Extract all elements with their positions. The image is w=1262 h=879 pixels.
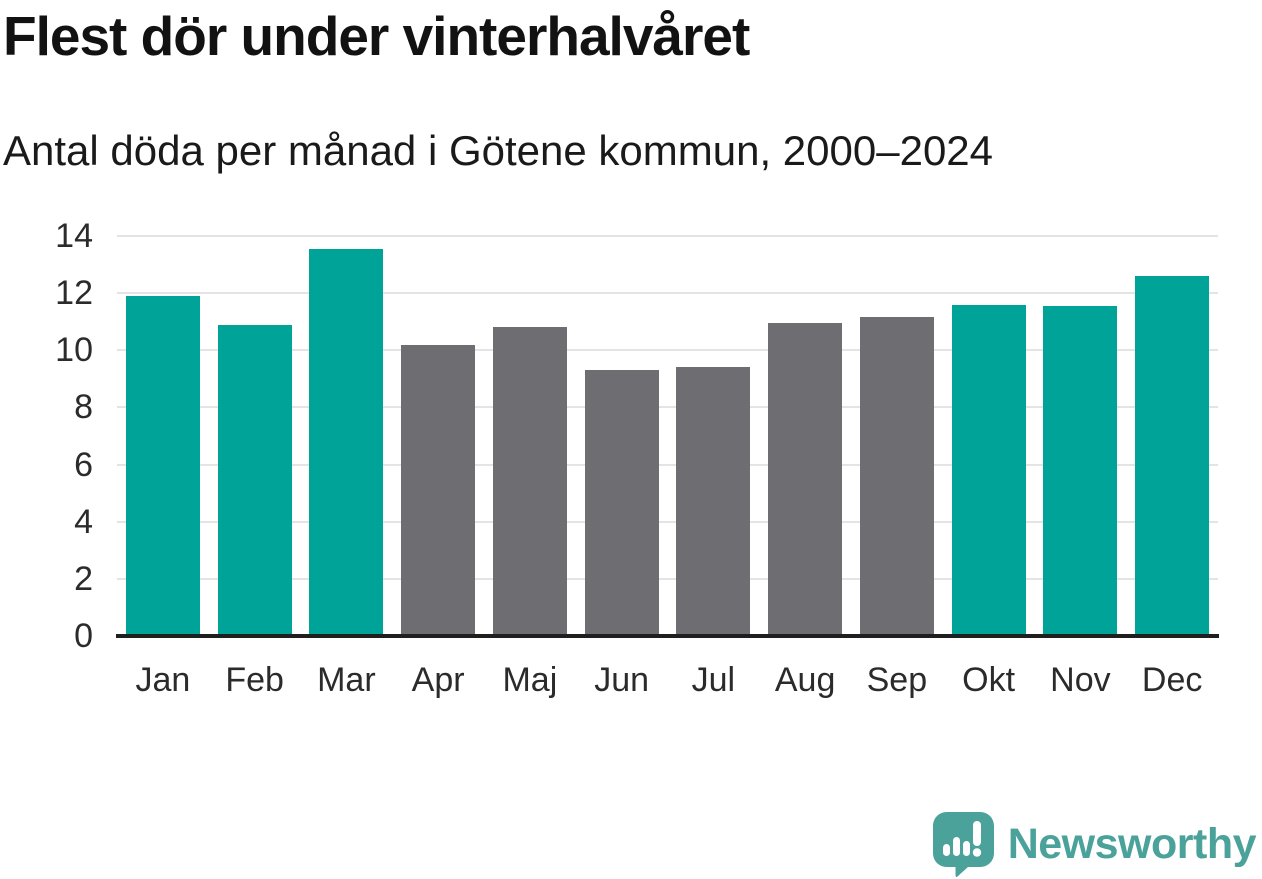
x-tick-label-feb: Feb	[225, 661, 284, 699]
x-tick-label-jul: Jul	[691, 661, 736, 699]
x-tick-label-mar: Mar	[317, 661, 376, 699]
gridline-12	[117, 292, 1218, 295]
gridline-8	[117, 406, 1218, 409]
x-tick-label-okt: Okt	[962, 661, 1016, 699]
bar-feb	[217, 324, 292, 636]
x-tick-label-jan: Jan	[135, 661, 191, 699]
x-tick-label-sep: Sep	[866, 661, 928, 699]
x-tick-label-apr: Apr	[411, 661, 465, 699]
chart-subtitle: Antal döda per månad i Götene kommun, 20…	[3, 127, 994, 174]
gridline-10	[117, 349, 1218, 352]
bar-sep	[859, 317, 934, 636]
y-tick-label-10: 10	[55, 331, 93, 370]
bar-jun	[584, 370, 659, 636]
bar-mar	[309, 248, 384, 636]
bar-aug	[768, 323, 843, 636]
bar-jan	[125, 296, 200, 636]
x-tick-label-jun: Jun	[594, 661, 650, 699]
gridline-2	[117, 577, 1218, 580]
y-tick-label-6: 6	[74, 445, 93, 484]
brand-name: Newsworthy	[1007, 819, 1257, 868]
bar-okt	[951, 304, 1026, 636]
gridline-6	[117, 463, 1218, 466]
newsworthy-logo-icon	[932, 812, 994, 877]
gridline-4	[117, 520, 1218, 523]
y-tick-label-8: 8	[74, 388, 93, 427]
chart-title: Flest dör under vinterhalvåret	[3, 5, 750, 67]
y-tick-label-2: 2	[74, 559, 93, 598]
x-axis-line	[116, 634, 1219, 638]
y-tick-label-0: 0	[74, 617, 93, 655]
x-tick-label-nov: Nov	[1050, 661, 1111, 699]
bar-dec	[1135, 276, 1210, 636]
bar-nov	[1043, 306, 1118, 636]
bar-apr	[401, 344, 476, 636]
x-tick-label-maj: Maj	[502, 661, 558, 699]
y-tick-label-4: 4	[74, 502, 93, 541]
y-tick-label-12: 12	[55, 274, 93, 313]
plot-area: 0 2 4 6 8 10 12 14 Jan Feb Mar Apr Maj Jun Jul Aug Sep Ok…	[55, 217, 1219, 699]
x-tick-label-aug: Aug	[774, 661, 836, 699]
bar-jul	[676, 367, 751, 636]
bar-maj	[492, 327, 567, 636]
x-tick-label-dec: Dec	[1141, 661, 1203, 699]
y-tick-label-14: 14	[55, 217, 93, 255]
gridline-14	[117, 235, 1218, 237]
brand-footer: Newsworthy	[932, 811, 1257, 877]
